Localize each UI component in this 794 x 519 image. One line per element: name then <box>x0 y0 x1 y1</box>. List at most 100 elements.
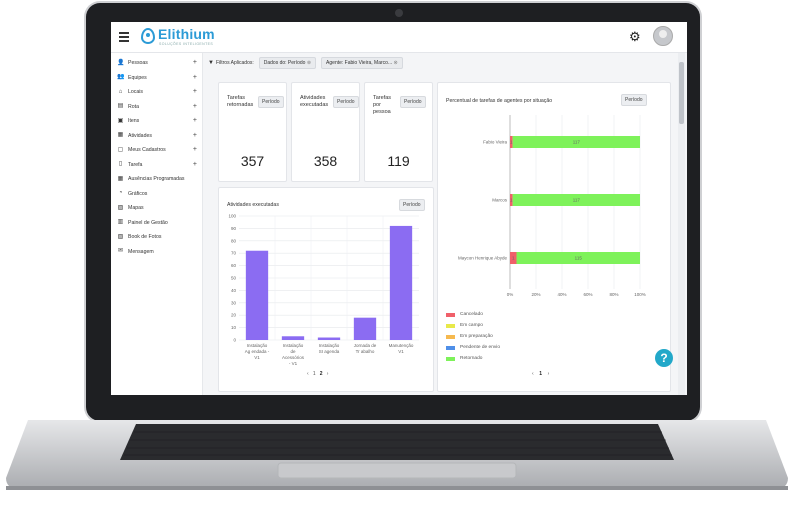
sidebar-item-mensagem[interactable]: ✉ Mensagem <box>117 246 197 258</box>
filter-icon: ▼ <box>208 60 214 66</box>
filter-chip-agent[interactable]: Agente: Fabio Vieira, Marco... ⊗ <box>321 57 403 69</box>
expand-plus-icon[interactable]: + <box>192 88 197 95</box>
pager-next-button[interactable]: › <box>547 371 550 377</box>
kpi-card-activities-executed: Atividades executadas Período 358 <box>291 82 360 182</box>
bar <box>317 337 341 340</box>
y-tick-label: 80 <box>231 238 237 243</box>
scrollbar-thumb[interactable] <box>679 62 684 124</box>
stacked-bar-segment <box>516 252 640 264</box>
clipboard-icon: ▦ <box>117 132 124 138</box>
kpi-value: 358 <box>313 153 338 169</box>
kpi-label: Atividades executadas <box>300 95 329 108</box>
sidebar-item-label: Pessoas <box>128 60 148 66</box>
sidebar-item-ausências-programadas[interactable]: ▦ Ausências Programadas <box>117 173 197 185</box>
legend-swatch <box>446 323 455 328</box>
expand-plus-icon[interactable]: + <box>192 131 197 139</box>
sidebar-item-book-de-fotos[interactable]: ▧ Book de Fotos <box>117 231 197 243</box>
pager-page-2[interactable]: 2 <box>319 371 323 377</box>
applied-filters: ▼ Filtros Aplicados: Dados do: Período ⊗… <box>208 56 403 70</box>
scrollbar[interactable] <box>678 53 685 395</box>
legend-item[interactable]: Em preparação <box>446 334 493 339</box>
legend-item[interactable]: Retornado <box>446 356 482 361</box>
kpi-label: Tarefas por pessoa <box>373 95 392 115</box>
x-tick-label: Jornada de Tr abalho <box>354 343 377 354</box>
period-button[interactable]: Período <box>399 199 425 211</box>
x-tick-label: 0% <box>507 292 514 297</box>
x-tick-label: Instalação SI agenda <box>319 343 340 354</box>
legend-item[interactable]: Em campo <box>446 323 483 328</box>
pager-page-1[interactable]: 1 <box>539 371 543 377</box>
legend-label: Cancelado <box>460 312 483 317</box>
sidebar-item-equipes[interactable]: 👥 Equipes + <box>117 72 197 84</box>
expand-plus-icon[interactable]: + <box>192 102 197 110</box>
y-tick-label: 40 <box>231 288 237 293</box>
period-button[interactable]: Período <box>258 96 284 108</box>
legend-item[interactable]: Pendente de envio <box>446 345 500 350</box>
folder-icon: ▢ <box>117 146 124 153</box>
data-label: 117 <box>573 140 581 145</box>
stacked-bar-segment <box>510 136 513 148</box>
data-label: 1 <box>510 140 513 145</box>
envelope-icon: ✉ <box>117 248 124 254</box>
period-button[interactable]: Período <box>400 96 426 108</box>
sidebar-item-locais[interactable]: ⌂ Locais + <box>117 86 197 98</box>
pager-prev-button[interactable]: ‹ <box>532 371 534 377</box>
sidebar-item-mapas[interactable]: ▨ Mapas <box>117 202 197 214</box>
legend-swatch <box>446 356 455 361</box>
bar-chart-card: Atividades executadas Período 0 10 20 30 40 5… <box>218 187 434 392</box>
sidebar-item-label: Mensagem <box>128 248 154 255</box>
expand-plus-icon[interactable]: + <box>192 59 197 66</box>
close-icon[interactable]: ⊗ <box>306 60 312 66</box>
kpi-card-tasks-returned: Tarefas retornadas Período 357 <box>218 82 287 182</box>
period-button[interactable]: Período <box>333 96 359 108</box>
avatar[interactable] <box>653 26 673 46</box>
photo-book-icon: ▧ <box>117 233 124 240</box>
pager-page-1[interactable]: 1 <box>312 371 316 377</box>
sidebar-item-label: Meus Cadastros <box>128 147 166 153</box>
logo-subtitle: SOLUÇÕES INTELIGENTES <box>159 42 214 46</box>
webcam-icon <box>395 9 403 17</box>
sidebar-item-painel-de-gestão[interactable]: ▥ Painel de Gestão <box>117 217 197 229</box>
kpi-value: 119 <box>387 153 410 169</box>
close-icon[interactable]: ⊗ <box>393 60 398 66</box>
task-icon: ▯ <box>118 161 123 167</box>
y-tick-label: 100 <box>228 214 236 219</box>
laptop-base <box>6 420 788 490</box>
legend-label: Em preparação <box>460 334 493 339</box>
sidebar-item-label: Itens <box>128 118 140 124</box>
period-button[interactable]: Período <box>621 94 647 106</box>
expand-plus-icon[interactable]: + <box>192 117 197 124</box>
hamburger-menu-icon[interactable] <box>119 32 129 42</box>
help-button[interactable]: ? <box>655 349 673 367</box>
app-screen: Elithium SOLUÇÕES INTELIGENTES ⚙ 👤 Pessoa… <box>111 22 687 395</box>
filter-chip-period[interactable]: Dados do: Período ⊗ <box>258 57 317 69</box>
sidebar-item-pessoas[interactable]: 👤 Pessoas + <box>117 57 197 69</box>
sidebar-item-meus-cadastros[interactable]: ▢ Meus Cadastros + <box>117 144 197 156</box>
logo-text[interactable]: Elithium <box>158 26 215 42</box>
legend-label: Pendente de envio <box>460 345 501 350</box>
bar <box>281 336 305 340</box>
expand-plus-icon[interactable]: + <box>192 146 197 153</box>
sidebar-item-label: Equipes <box>128 74 147 81</box>
y-tick-label: 50 <box>231 276 237 281</box>
pager-next-button[interactable]: › <box>326 371 329 377</box>
stacked-bar-chart: 0% 20% 40% 60% 80% 100%Fabio Vieira 1 117Marcos… <box>458 115 646 297</box>
expand-plus-icon[interactable]: + <box>192 73 197 81</box>
sidebar-item-tarefa[interactable]: ▯ Tarefa + <box>117 159 197 171</box>
data-label: 115 <box>575 256 583 261</box>
pager-prev-button[interactable]: ‹ <box>307 371 309 377</box>
y-tick-label: Maycon Henrique Abyde <box>458 256 508 261</box>
gear-icon[interactable]: ⚙ <box>629 29 641 44</box>
data-label: 1 <box>512 256 515 261</box>
sidebar-item-gráficos[interactable]: ◔ Gráficos <box>117 188 197 200</box>
y-tick-label: 60 <box>231 263 237 268</box>
sidebar-item-label: Atividades <box>128 132 152 139</box>
stacked-chart-card: Percentual de tarefas de agentes por sit… <box>437 82 671 392</box>
sidebar-item-atividades[interactable]: ▦ Atividades + <box>117 130 197 142</box>
dashboard-icon: ▥ <box>117 219 124 225</box>
expand-plus-icon[interactable]: + <box>192 160 197 168</box>
legend-item[interactable]: Cancelado <box>446 312 483 317</box>
legend-swatch <box>446 345 455 350</box>
sidebar-item-rota[interactable]: ▤ Rota + <box>117 101 197 113</box>
sidebar-item-itens[interactable]: ▣ Itens + <box>117 115 197 127</box>
